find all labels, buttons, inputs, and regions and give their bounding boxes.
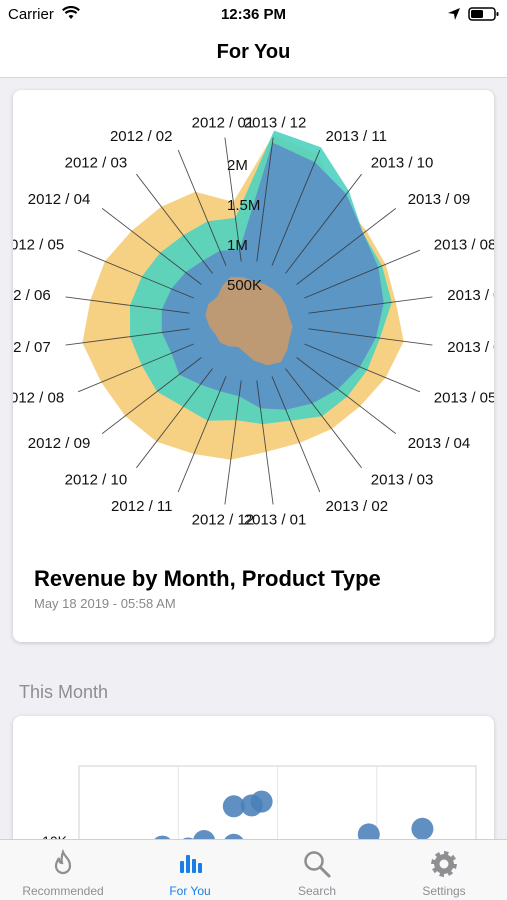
radar-category-label: 2012 / 04: [28, 191, 91, 208]
scatter-point: [411, 817, 434, 840]
radar-category-label: 2012 / 11: [111, 498, 172, 515]
gear-icon: [431, 851, 457, 877]
radar-category-label: 2012 / 12: [192, 511, 255, 528]
battery-icon: [468, 7, 499, 21]
radar-category-label: 2013 / 03: [371, 472, 434, 489]
chart-title: Revenue by Month, Product Type: [34, 566, 381, 591]
radar-category-label: 2012 / 10: [65, 472, 128, 489]
section-header-this-month: This Month: [19, 682, 109, 702]
radar-spoke: [285, 368, 362, 469]
radar-spoke: [224, 137, 242, 262]
radar-category-label: 2013 / 07: [447, 287, 494, 304]
radar-spoke: [77, 343, 194, 393]
radar-spoke: [65, 328, 190, 346]
radar-category-label: 2012 / 09: [28, 435, 91, 452]
radar-category-label: 2012 / 08: [13, 390, 64, 407]
tab-for-you[interactable]: For You: [127, 840, 253, 900]
revenue-radar-card[interactable]: 500K 1M 1.5M 2M 2012 / 01 2012 / 02 2012 / 03 2…: [13, 90, 494, 642]
radar-spoke: [308, 328, 433, 346]
radar-spoke: [136, 368, 213, 469]
tab-search[interactable]: Search: [254, 840, 380, 900]
tab-label: For You: [169, 884, 211, 898]
radar-category-label: 2013 / 08: [434, 237, 494, 254]
tab-settings[interactable]: Settings: [381, 840, 507, 900]
radar-series-3: [205, 276, 293, 366]
radar-category-label: 2013 / 11: [326, 128, 387, 145]
radar-series-2: [161, 142, 384, 410]
radar-spoke: [296, 208, 397, 285]
radar-spoke: [77, 249, 194, 299]
radar-spoke: [271, 149, 321, 266]
scatter-point: [250, 790, 273, 813]
radar-category-label: 2013 / 05: [434, 390, 494, 407]
radar-category-label: 2013 / 12: [244, 115, 307, 132]
location-arrow-icon: [448, 8, 460, 20]
radar-tick-label: 2M: [227, 157, 248, 174]
tab-label: Recommended: [22, 884, 104, 898]
radar-category-label: 2012 / 06: [13, 287, 51, 304]
radar-category-label: 2013 / 10: [371, 154, 434, 171]
radar-tick-label: 500K: [227, 277, 262, 294]
radar-category-label: 2013 / 06: [447, 339, 494, 356]
radar-tick-label: 1.5M: [227, 197, 260, 214]
radar-spoke: [224, 380, 242, 505]
radar-spoke: [271, 376, 321, 493]
radar-chart: 500K 1M 1.5M 2M 2012 / 01 2012 / 02 2012 / 03 2…: [13, 115, 494, 529]
tab-recommended[interactable]: Recommended: [0, 840, 126, 900]
radar-category-label: 2012 / 05: [13, 237, 64, 254]
tab-label: Settings: [422, 884, 466, 898]
search-icon: [304, 851, 331, 878]
radar-spoke: [296, 357, 397, 434]
navigation-bar: For You: [0, 30, 507, 78]
radar-spoke: [177, 376, 227, 493]
radar-spoke: [177, 149, 227, 266]
radar-spoke: [285, 173, 362, 274]
radar-category-label: 2012 / 03: [65, 154, 128, 171]
radar-spoke: [304, 249, 421, 299]
radar-spoke: [256, 137, 274, 262]
radar-category-label: 2013 / 02: [326, 498, 389, 515]
radar-category-label: 2012 / 02: [110, 128, 173, 145]
radar-category-label: 2013 / 04: [408, 435, 471, 452]
flame-icon: [54, 849, 72, 875]
clock-label: 12:36 PM: [220, 6, 287, 23]
chart-timestamp: May 18 2019 - 05:58 AM: [34, 596, 176, 611]
radar-category-label: 2013 / 01: [244, 511, 307, 528]
scatter-point: [222, 795, 245, 818]
status-bar: Carrier 12:36 PM: [0, 0, 507, 30]
radar-spoke: [136, 173, 213, 274]
bar-chart-icon: [180, 855, 202, 873]
radar-category-label: 2012 / 01: [192, 115, 255, 132]
carrier-label: Carrier: [8, 6, 54, 23]
radar-category-label: 2012 / 07: [13, 339, 51, 356]
radar-spoke: [101, 208, 202, 285]
radar-spoke: [256, 380, 274, 505]
page-title: For You: [216, 41, 291, 63]
tab-bar: Recommended For You Search Settings: [0, 839, 507, 900]
radar-spoke: [101, 357, 202, 434]
radar-category-label: 2013 / 09: [408, 191, 471, 208]
tab-label: Search: [297, 884, 337, 898]
radar-spoke: [65, 296, 190, 314]
radar-spoke: [308, 296, 433, 314]
radar-tick-label: 1M: [227, 237, 248, 254]
wifi-icon: [62, 6, 80, 19]
radar-spoke: [304, 343, 421, 393]
